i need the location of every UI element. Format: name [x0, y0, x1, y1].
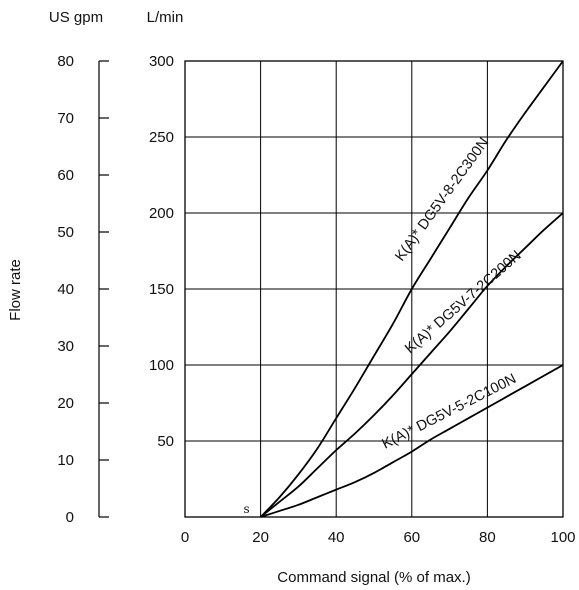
- x-tick-label-20: 20: [252, 529, 269, 546]
- y-tick-label-lmin-50: 50: [157, 433, 174, 450]
- y-tick-label-gpm-20: 20: [57, 395, 74, 412]
- x-tick-label-60: 60: [403, 529, 420, 546]
- y-axis-label: Flow rate: [7, 259, 24, 321]
- y-tick-label-gpm-70: 70: [57, 110, 74, 127]
- y-tick-label-lmin-150: 150: [149, 281, 174, 298]
- y-tick-label-gpm-80: 80: [57, 53, 74, 70]
- y-tick-label-gpm-0: 0: [66, 509, 74, 526]
- series-label-3: K(A)* DG5V-5-2C100N: [380, 371, 519, 453]
- y-tick-label-gpm-40: 40: [57, 281, 74, 298]
- x-tick-label-40: 40: [328, 529, 345, 546]
- y-tick-label-lmin-100: 100: [149, 357, 174, 374]
- y-unit-gpm: US gpm: [49, 9, 103, 26]
- series-line-1: [259, 60, 564, 518]
- series-label-2: K(A)* DG5V-7-2C200N: [402, 248, 524, 357]
- y-tick-label-gpm-50: 50: [57, 224, 74, 241]
- series-line-3: [260, 364, 564, 518]
- series-label-1: K(A)* DG5V-8-2C300N: [392, 135, 492, 264]
- y-tick-label-lmin-300: 300: [149, 53, 174, 70]
- y-tick-label-gpm-30: 30: [57, 338, 74, 355]
- y-tick-label-gpm-60: 60: [57, 167, 74, 184]
- x-tick-label-100: 100: [550, 529, 575, 546]
- y-tick-label-gpm-10: 10: [57, 452, 74, 469]
- y-tick-label-lmin-250: 250: [149, 129, 174, 146]
- x-tick-label-0: 0: [181, 529, 189, 546]
- x-axis-label: Command signal (% of max.): [277, 569, 470, 586]
- x-tick-label-80: 80: [479, 529, 496, 546]
- series-line-2: [260, 212, 564, 518]
- start-marker: s: [244, 502, 250, 516]
- y-unit-lmin: L/min: [147, 9, 184, 26]
- plot-frame: [184, 60, 564, 518]
- y-tick-label-lmin-200: 200: [149, 205, 174, 222]
